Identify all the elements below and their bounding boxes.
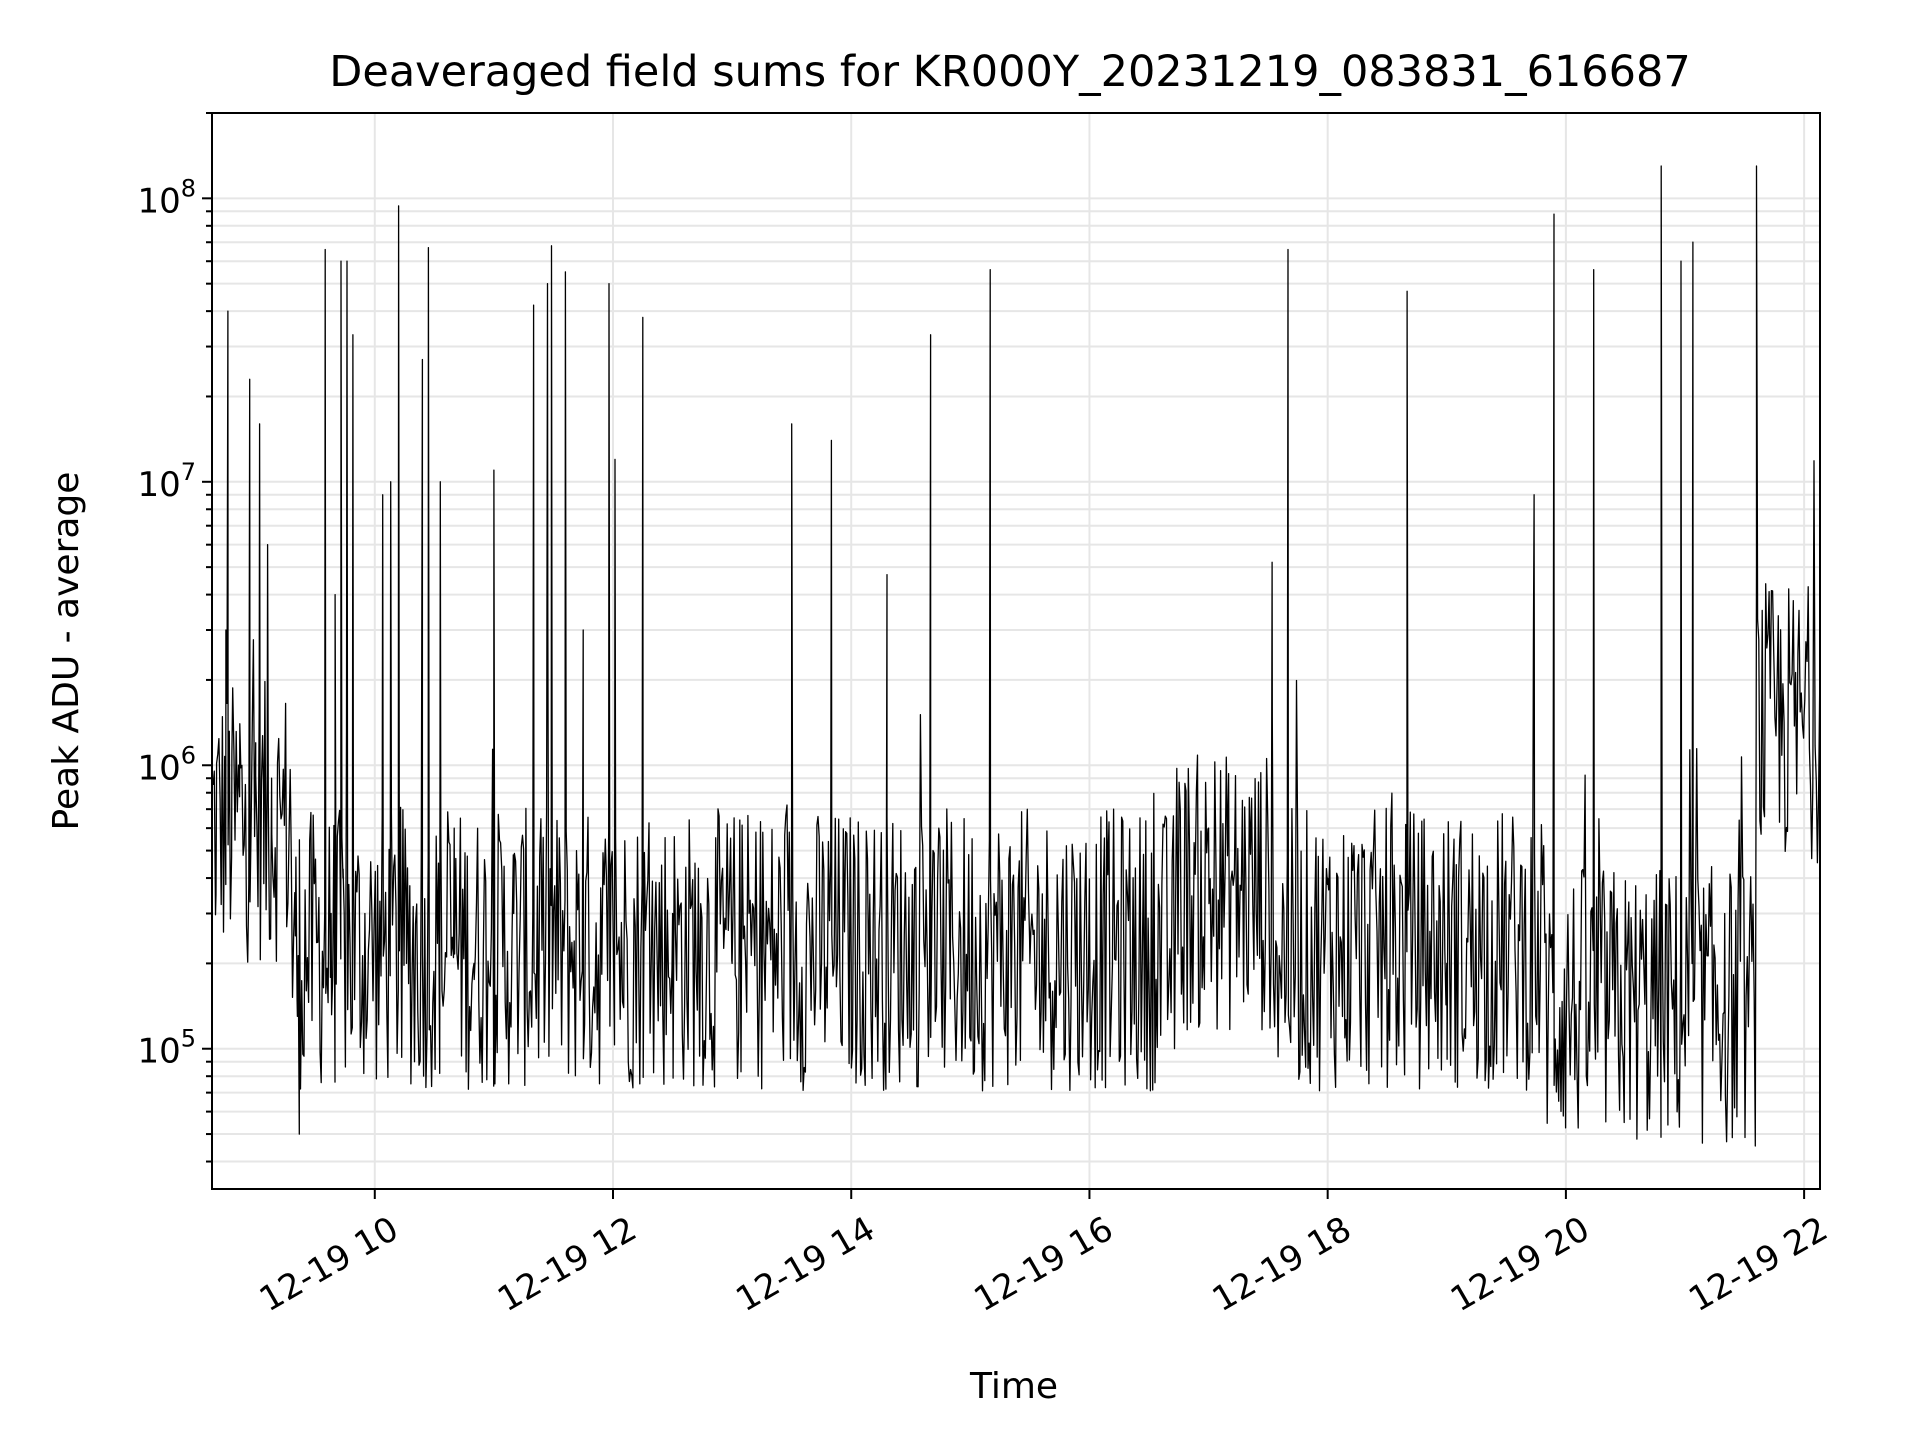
y-tick-label: 106: [137, 741, 196, 788]
plot-area-frame: [211, 112, 1821, 1190]
y-tick-labels: 105 106 107 108: [137, 174, 196, 1071]
x-tick-label: 12-19 22: [1682, 1209, 1834, 1320]
series-line-group: [211, 165, 1821, 1147]
y-axis-title: Peak ADU - average: [46, 472, 87, 831]
x-tick-label: 12-19 20: [1444, 1209, 1596, 1320]
x-tick-label: 12-19 16: [968, 1209, 1120, 1320]
x-tick-label: 12-19 12: [491, 1209, 643, 1320]
x-tick-label: 12-19 14: [729, 1209, 881, 1320]
y-tick-label: 105: [137, 1025, 196, 1072]
y-tick-label: 108: [137, 174, 196, 221]
x-tick-label: 12-19 18: [1206, 1209, 1358, 1320]
x-tick-labels: 12-19 10 12-19 12 12-19 14 12-19 16 12-19 18…: [253, 1209, 1835, 1320]
x-axis-title: Time: [969, 1366, 1058, 1407]
y-tick-label: 107: [137, 458, 196, 505]
chart-title: Deaveraged field sums for KR000Y_2023121…: [329, 47, 1691, 97]
x-tick-label: 12-19 10: [253, 1209, 405, 1320]
series-line: [211, 165, 1821, 1147]
